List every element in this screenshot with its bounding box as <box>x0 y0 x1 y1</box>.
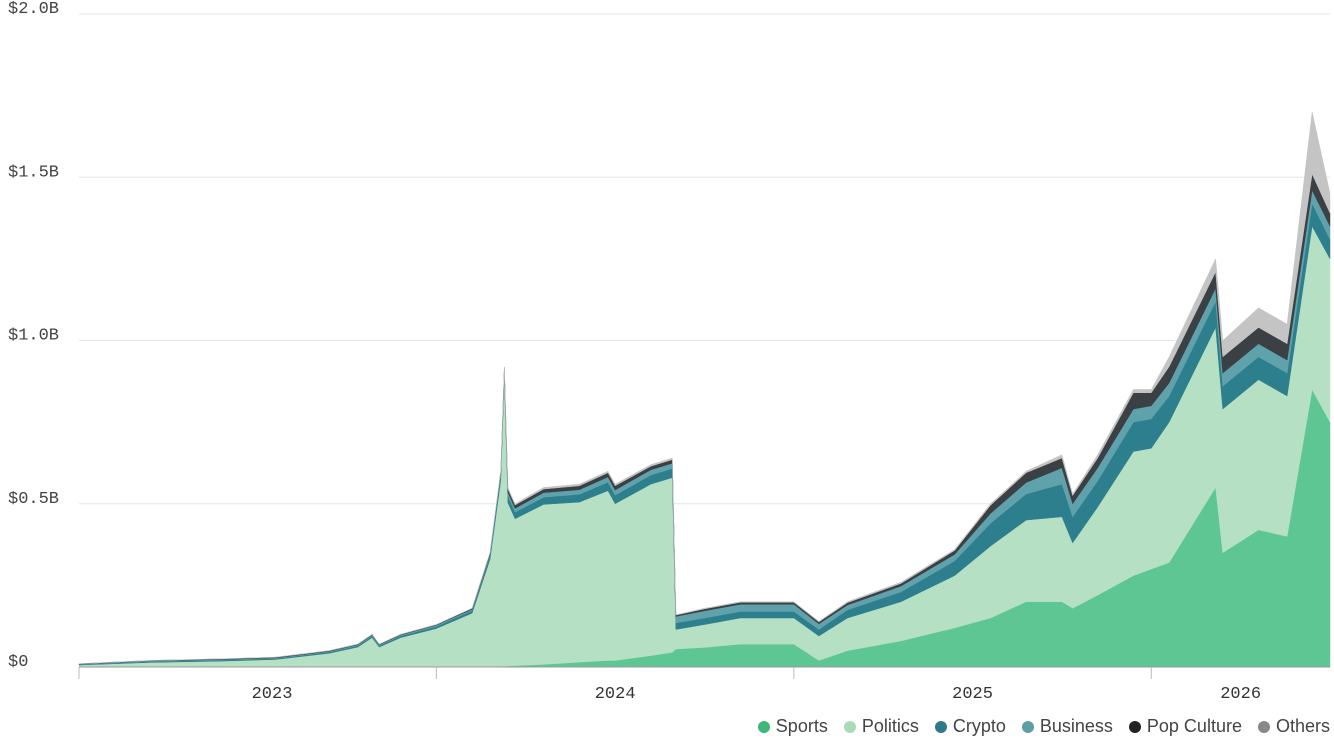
legend-item[interactable]: Others <box>1257 716 1330 737</box>
legend-swatch <box>843 720 856 733</box>
chart: $0 $0.5B $1.0B $1.5B $2.0B 2023 2024 2025 2026 <box>8 0 1331 704</box>
legend-label: Sports <box>775 716 828 736</box>
legend-label: Politics <box>861 716 919 736</box>
legend-item[interactable]: Pop Culture <box>1128 716 1242 737</box>
x-tick-label: 2024 <box>595 685 636 704</box>
legend-swatch <box>934 720 947 733</box>
y-tick-label: $2.0B <box>8 0 59 19</box>
legend-swatch <box>1257 720 1270 733</box>
legend-item[interactable]: Sports <box>757 716 828 737</box>
legend-item[interactable]: Politics <box>843 716 919 737</box>
legend-item[interactable]: Crypto <box>934 716 1006 737</box>
x-tick-label: 2023 <box>252 685 293 704</box>
y-tick-label: $1.0B <box>8 327 59 346</box>
x-tick-label: 2025 <box>952 685 993 704</box>
legend-label: Pop Culture <box>1146 716 1242 736</box>
legend-swatch <box>1021 720 1034 733</box>
legend-swatch <box>1128 720 1141 733</box>
legend-item[interactable]: Business <box>1021 716 1113 737</box>
y-tick-label: $1.5B <box>8 163 59 182</box>
area <box>78 111 1331 664</box>
legend-swatch <box>757 720 770 733</box>
legend: Sports Politics Crypto Business Pop Culture O… <box>757 716 1330 737</box>
y-tick-label: $0 <box>8 653 28 672</box>
legend-label: Others <box>1275 716 1330 736</box>
legend-label: Crypto <box>952 716 1006 736</box>
legend-label: Business <box>1039 716 1113 736</box>
x-tick-label: 2026 <box>1220 685 1261 704</box>
y-tick-label: $0.5B <box>8 490 59 509</box>
